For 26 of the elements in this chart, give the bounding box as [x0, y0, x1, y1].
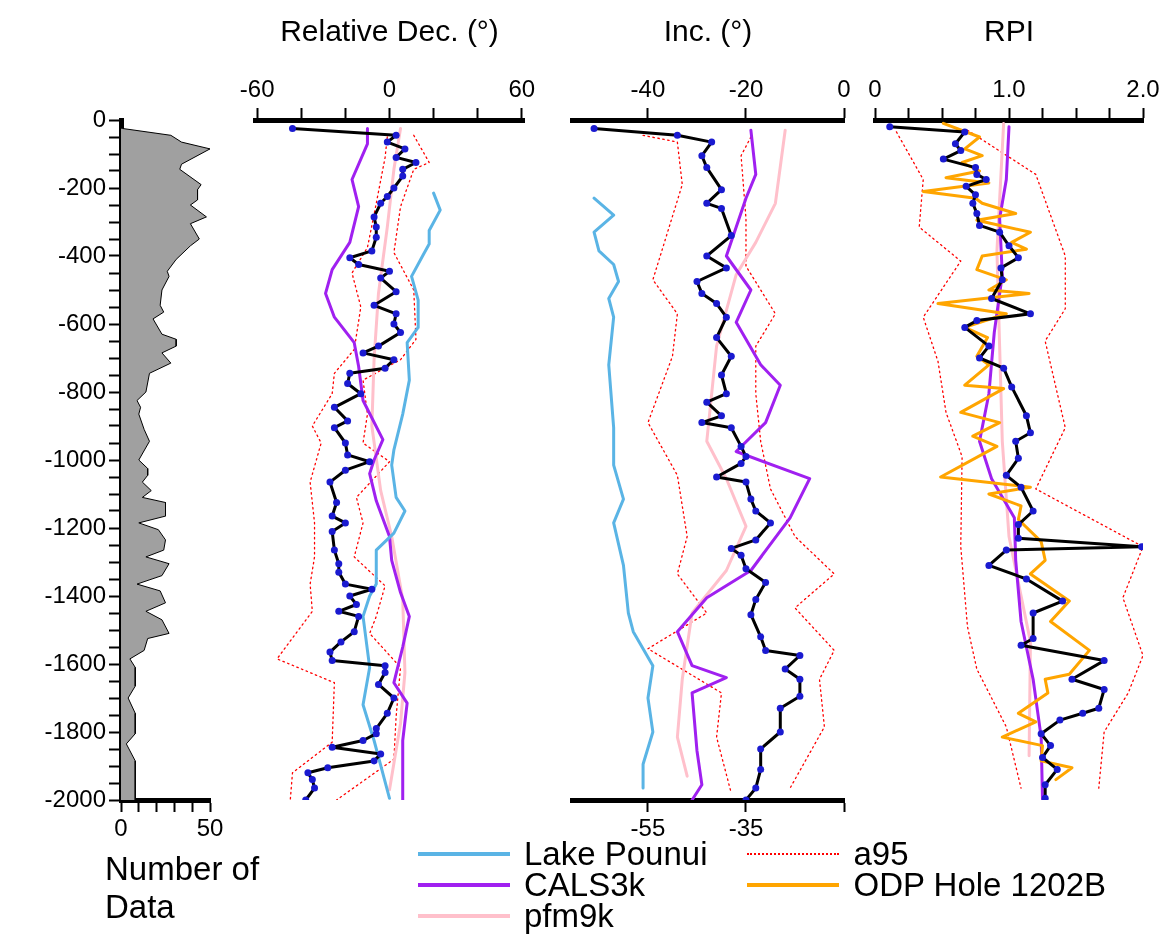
x-tick-label: -60	[239, 75, 275, 103]
x-axis-title: Inc. (°)	[662, 14, 754, 48]
x-axis-title: Relative Dec. (°)	[279, 14, 500, 48]
y-tick-label: 0	[92, 104, 106, 132]
x-tick-label: -20	[728, 75, 764, 103]
y-tick-label: -2000	[44, 784, 106, 812]
y-tick-label: -800	[57, 376, 106, 404]
x-axis-title: Number of Data	[105, 850, 261, 926]
y-tick-label: -1600	[44, 648, 106, 676]
x-tick-label: 2.0	[1126, 75, 1160, 103]
x-tick-label: 0	[868, 75, 882, 103]
x-axis-title: RPI	[983, 14, 1035, 48]
y-tick-label: -1800	[44, 716, 106, 744]
x2-tick-label: -35	[728, 814, 764, 842]
x-tick-label: 1.0	[992, 75, 1026, 103]
x-tick-label: -40	[630, 75, 666, 103]
y-tick-label: -400	[57, 240, 106, 268]
y-tick-label: -600	[57, 308, 106, 336]
y-tick-label: -1000	[44, 444, 106, 472]
x-tick-label: 0	[382, 75, 397, 103]
x-tick-label: 60	[508, 75, 536, 103]
x-tick-label: 50	[196, 814, 224, 842]
y-tick-label: -200	[57, 172, 106, 200]
y-tick-label: -1400	[44, 580, 106, 608]
x-tick-label: 0	[837, 75, 851, 103]
y-tick-label: -1200	[44, 512, 106, 540]
